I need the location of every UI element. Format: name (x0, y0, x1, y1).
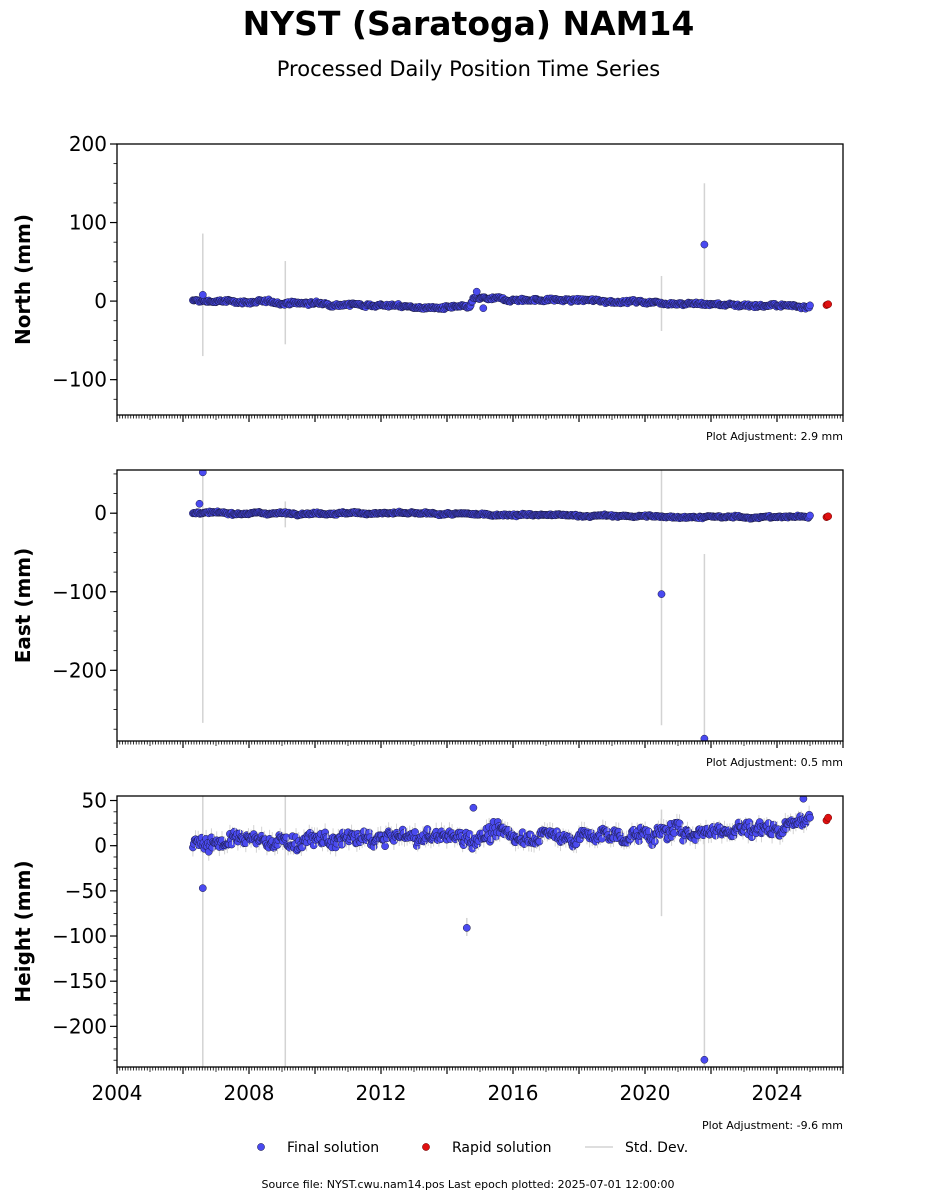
x-tick-label: 2004 (92, 1081, 143, 1105)
y-tick-label: −200 (52, 658, 107, 682)
legend-final-marker (257, 1143, 265, 1151)
y-tick-label: −150 (52, 969, 107, 993)
y-tick-label: −200 (52, 1014, 107, 1038)
x-tick-label: 2016 (488, 1081, 539, 1105)
final-solution-point (806, 301, 814, 310)
final-solution-point (338, 840, 346, 849)
panel-3: −200 −150 −100 −50 0 50 2004 2008 2012 2016 2020 20… (11, 789, 844, 1132)
final-solution-point (469, 803, 478, 812)
final-solution-point (462, 924, 471, 932)
y-tick-label: −100 (52, 580, 107, 604)
rapid-solution-point (824, 512, 833, 521)
x-tick-label: 2024 (752, 1081, 803, 1105)
legend-std-label: Std. Dev. (625, 1140, 688, 1156)
final-solution-point (700, 240, 709, 249)
final-solution-point (799, 796, 808, 803)
final-solution-point (535, 837, 544, 846)
final-solution-point (198, 290, 207, 299)
x-tick-label: 2008 (224, 1081, 275, 1105)
y-tick-label: −100 (52, 368, 107, 392)
source-footer: Source file: NYST.cwu.nam14.pos Last epo… (261, 1178, 674, 1191)
final-solution-point (195, 499, 204, 508)
final-solution-point (806, 813, 814, 822)
y-tick-label: 0 (94, 834, 107, 858)
legend-final-label: Final solution (287, 1140, 379, 1156)
plot-area (189, 470, 833, 741)
final-solution-point (479, 304, 488, 313)
plot-area (189, 796, 833, 1067)
x-tick-label: 2020 (620, 1081, 671, 1105)
y-tick-label: 100 (69, 211, 107, 235)
y-tick-label: 0 (94, 289, 107, 313)
plot-frame (116, 143, 844, 416)
final-solution-point (423, 825, 432, 833)
final-solution-point (650, 837, 659, 846)
rapid-solution-point (824, 813, 833, 822)
y-tick-label: −100 (52, 924, 107, 948)
final-solution-point (700, 734, 709, 741)
legend-rapid-label: Rapid solution (452, 1140, 552, 1156)
rapid-solution-point (824, 300, 833, 309)
plot-adjustment-note: Plot Adjustment: -9.6 mm (702, 1119, 843, 1132)
final-solution-point (806, 511, 814, 520)
legend: Final solution Rapid solution Std. Dev. (257, 1140, 688, 1156)
y-tick-label: 0 (94, 501, 107, 525)
final-solution-point (657, 590, 666, 598)
panel-1: −100 0 100 200 North (mm) Plot Adjustment: 2.… (11, 132, 844, 443)
y-axis-label: North (mm) (11, 214, 35, 345)
plot-adjustment-note: Plot Adjustment: 2.9 mm (706, 430, 843, 443)
final-solution-point (381, 842, 389, 851)
page-title: NYST (Saratoga) NAM14 (242, 4, 695, 43)
legend-rapid-marker (422, 1143, 430, 1151)
panel-2: −200 −100 0 East (mm) Plot Adjustment: 0.5 m… (11, 469, 844, 769)
final-solution-point (700, 1055, 709, 1064)
y-tick-label: 200 (69, 132, 107, 156)
x-tick-label: 2012 (356, 1081, 407, 1105)
plot-area (189, 183, 833, 357)
y-tick-label: 50 (82, 789, 107, 813)
final-solution-point (198, 470, 207, 477)
plot-adjustment-note: Plot Adjustment: 0.5 mm (706, 756, 843, 769)
y-axis-label: East (mm) (11, 548, 35, 664)
y-axis-label: Height (mm) (11, 860, 35, 1002)
page-subtitle: Processed Daily Position Time Series (276, 57, 661, 81)
final-solution-point (472, 287, 481, 296)
final-solution-point (198, 884, 207, 892)
y-tick-label: −50 (65, 879, 107, 903)
